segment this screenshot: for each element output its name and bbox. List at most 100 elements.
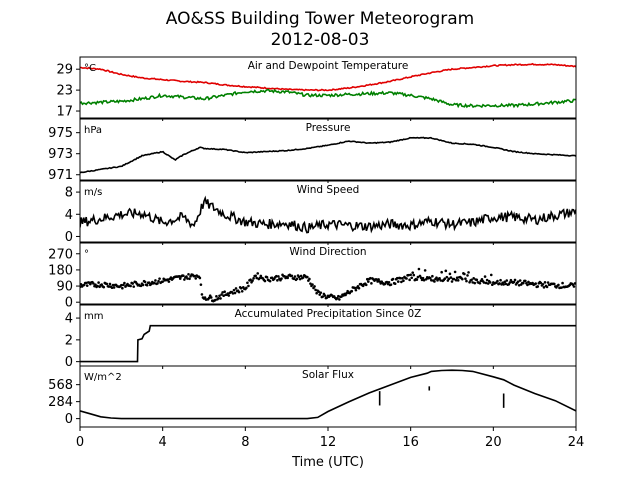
wind-direction-point [161, 280, 164, 283]
wind-direction-point [157, 279, 160, 283]
wind-direction-point [265, 275, 269, 279]
y-tick-label: 0 [65, 412, 73, 427]
wind-direction-point [94, 283, 97, 286]
wind-direction-point [483, 275, 487, 278]
x-tick-label: 12 [320, 435, 337, 450]
wind-direction-point [354, 288, 358, 292]
wind-direction-point [516, 280, 520, 283]
wind-direction-point [321, 295, 325, 298]
wind-direction-point [364, 283, 368, 287]
wind-direction-point [405, 277, 408, 280]
wind-direction-point [419, 276, 423, 280]
wind-direction-point [226, 292, 230, 295]
wind-direction-point [470, 278, 473, 282]
unit-label: hPa [84, 125, 102, 136]
wind-direction-point [496, 279, 499, 283]
y-tick-label: 23 [56, 84, 73, 99]
y-tick-label: 90 [56, 280, 73, 295]
wind-direction-point [443, 277, 447, 281]
wind-direction-point [309, 282, 312, 285]
panel-title: Wind Direction [289, 246, 366, 258]
wind-direction-point [466, 274, 469, 277]
panel-title: Solar Flux [302, 369, 354, 381]
wind-direction-point [220, 293, 223, 296]
wind-direction-point [524, 279, 527, 283]
wind-direction-point [183, 278, 186, 281]
y-tick-label: 973 [48, 147, 73, 162]
wind-direction-point [399, 276, 402, 280]
wind-direction-point [295, 277, 299, 281]
wind-direction-point [410, 276, 414, 280]
wind-direction-point [480, 278, 484, 281]
wind-direction-point [455, 276, 459, 280]
wind-direction-point [389, 283, 393, 286]
wind-direction-point [315, 291, 318, 295]
wind-direction-point [112, 286, 116, 289]
panel-1: 17 23 29 °C Air and Dewpoint Temperature [56, 56, 577, 121]
wind-direction-point [105, 282, 109, 286]
series-line-2 [80, 88, 576, 109]
wind-direction-point [543, 281, 547, 284]
wind-direction-point [132, 285, 136, 288]
figure-title-line1: AO&SS Building Tower Meteorogram [166, 9, 474, 29]
y-tick-label: 270 [48, 247, 73, 262]
wind-direction-point [275, 274, 278, 278]
wind-direction-point [199, 283, 203, 286]
wind-direction-point [231, 292, 235, 295]
x-tick-label: 20 [485, 435, 502, 450]
wind-direction-point [503, 280, 507, 284]
wind-direction-point [215, 295, 218, 298]
wind-direction-point [498, 282, 501, 285]
wind-direction-point [423, 269, 427, 272]
wind-direction-point [407, 273, 410, 277]
wind-direction-point [356, 284, 360, 288]
wind-direction-point [484, 281, 488, 285]
wind-direction-point [377, 278, 380, 281]
wind-direction-point [430, 279, 433, 282]
wind-direction-point [259, 274, 263, 278]
wind-direction-point [110, 286, 114, 290]
series-line-1 [80, 369, 576, 420]
wind-direction-point [153, 281, 156, 285]
wind-direction-point [545, 285, 549, 289]
wind-direction-point [435, 276, 438, 279]
x-tick-label: 24 [568, 435, 585, 450]
wind-direction-point [353, 286, 357, 290]
wind-direction-point [370, 282, 373, 285]
wind-direction-point [247, 284, 250, 288]
wind-direction-point [123, 281, 126, 285]
wind-direction-point [365, 277, 369, 281]
unit-label: ° [84, 249, 89, 260]
unit-label: °C [84, 63, 96, 74]
wind-direction-point [369, 276, 372, 280]
wind-direction-point [517, 284, 521, 287]
x-tick-label: 0 [76, 435, 84, 450]
wind-direction-point [463, 272, 466, 276]
wind-direction-point [218, 294, 221, 298]
wind-direction-point [402, 279, 405, 283]
wind-direction-point [557, 283, 560, 287]
wind-direction-point [193, 274, 196, 278]
wind-direction-point [471, 281, 474, 284]
y-tick-label: 568 [48, 378, 73, 393]
wind-direction-point [256, 272, 260, 275]
wind-direction-point [450, 280, 454, 283]
wind-direction-point [508, 281, 512, 284]
wind-direction-point [475, 278, 479, 282]
wind-direction-point [178, 277, 182, 280]
wind-direction-point [188, 277, 191, 281]
wind-direction-point [177, 275, 181, 278]
wind-direction-point [299, 274, 303, 278]
wind-direction-point [472, 277, 476, 280]
wind-direction-point [131, 282, 134, 285]
unit-label: W/m^2 [84, 372, 122, 383]
wind-direction-point [141, 283, 145, 287]
wind-direction-point [522, 281, 525, 285]
wind-direction-point [185, 275, 188, 278]
wind-direction-point [393, 282, 397, 286]
wind-direction-point [385, 280, 389, 284]
wind-direction-point [464, 277, 467, 281]
plot-area [80, 62, 576, 109]
y-tick-label: 0 [65, 230, 73, 245]
series-line-1 [80, 324, 576, 363]
